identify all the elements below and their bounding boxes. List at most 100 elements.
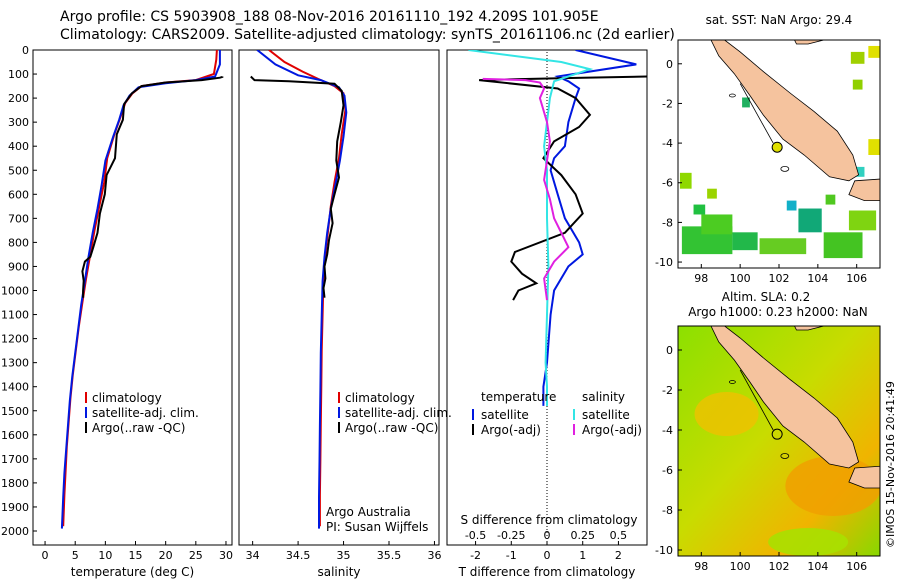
sst-cell	[852, 79, 863, 90]
map-lon-label: 100	[730, 560, 751, 573]
difference-legend-label: satellite	[481, 408, 529, 422]
island-enggano	[780, 165, 790, 172]
map-lat-label: 0	[666, 344, 673, 357]
salinity-plot-frame	[238, 49, 440, 546]
argo-salinity-line	[250, 75, 345, 298]
map-lon-label: 106	[846, 560, 867, 573]
land-sumatra	[710, 326, 860, 469]
sst-cell	[798, 208, 822, 233]
map-lat-label: -10	[655, 256, 673, 269]
salinity-x-tick-label: 36	[427, 549, 441, 562]
island-siberut	[728, 93, 736, 98]
sst-cell	[868, 139, 880, 155]
salinity-legend-label: satellite-adj. clim.	[345, 406, 452, 420]
sst-cell	[742, 97, 750, 108]
satellite-salinity-line	[256, 50, 348, 529]
T-diff-x-tick-label: 0	[544, 549, 551, 562]
temperature-plot-frame	[32, 49, 233, 546]
sla-anomaly	[694, 392, 759, 436]
sst-cell	[868, 45, 880, 58]
map-lon-label: 98	[694, 272, 708, 285]
map-lat-label: -4	[662, 137, 673, 150]
map-lat-label: -6	[662, 177, 673, 190]
temperature-legend-label: climatology	[92, 391, 162, 405]
map-lon-label: 102	[769, 560, 790, 573]
map-lat-label: -4	[662, 424, 673, 437]
depth-tick-label: 700	[8, 212, 29, 225]
map-lat-label: -2	[662, 384, 673, 397]
sst-cell	[732, 232, 758, 251]
sst-cell	[850, 51, 865, 64]
island-chain	[739, 369, 774, 431]
T-diff-x-tick-label: -2	[470, 549, 481, 562]
credit-line-1: Argo Australia	[326, 505, 411, 519]
depth-tick-label: 100	[8, 68, 29, 81]
depth-tick-label: 500	[8, 164, 29, 177]
map-lat-label: 0	[666, 58, 673, 71]
temperature-satellite-diff-line	[542, 50, 637, 406]
map-lon-label: 102	[769, 272, 790, 285]
S-diff-axis-label: S difference from climatology	[461, 513, 638, 527]
temperature-legend-label: Argo(..raw -QC)	[92, 421, 185, 435]
sst-cell	[825, 194, 836, 205]
salinity-x-tick-label: 34.5	[286, 549, 311, 562]
temperature-x-tick-label: 30	[219, 549, 233, 562]
difference-legend-label: Argo(-adj)	[481, 423, 541, 437]
sst_map-content	[678, 40, 880, 268]
depth-tick-label: 900	[8, 260, 29, 273]
argo-temperature-line	[81, 75, 224, 298]
salinity-x-tick-label: 35.5	[377, 549, 402, 562]
island-enggano	[780, 453, 790, 459]
sla_map-content	[678, 326, 880, 556]
S-diff-x-tick-label: 0.25	[570, 529, 595, 542]
S-diff-x-tick-label: 0	[544, 529, 551, 542]
sla-map-subtitle: Argo h1000: 0.23 h2000: NaN	[688, 305, 868, 319]
difference-legend-label: Argo(-adj)	[582, 423, 642, 437]
depth-tick-label: 1600	[1, 429, 29, 442]
difference-legend-label: satellite	[582, 408, 630, 422]
temperature-argo-diff-line	[478, 75, 647, 301]
T-diff-axis-label: T difference from climatology	[458, 565, 636, 579]
temperature-x-tick-label: 20	[159, 549, 173, 562]
map-lon-label: 104	[807, 560, 828, 573]
S-diff-x-tick-label: -0.5	[465, 529, 486, 542]
island-chain	[739, 83, 774, 144]
temperature-x-tick-label: 10	[98, 549, 112, 562]
land-malaya	[794, 326, 825, 331]
temperature-x-tick-label: 15	[129, 549, 143, 562]
land-malaya	[794, 40, 825, 45]
depth-tick-label: 0	[22, 44, 29, 57]
sst-map-title: sat. SST: NaN Argo: 29.4	[706, 13, 853, 27]
depth-tick-label: 1000	[1, 285, 29, 298]
sst-cell	[786, 200, 797, 211]
temperature-x-tick-label: 0	[42, 549, 49, 562]
depth-tick-label: 1300	[1, 357, 29, 370]
legend-salinity-title: salinity	[582, 390, 625, 404]
salinity-legend-label: climatology	[345, 391, 415, 405]
credit-line-2: PI: Susan Wijffels	[326, 520, 428, 534]
copyright-stamp: ©IMOS 15-Nov-2016 20:41:49	[884, 381, 897, 548]
land-java	[848, 465, 880, 489]
sst-cell	[693, 204, 706, 215]
map-lat-label: -6	[662, 464, 673, 477]
depth-tick-label: 600	[8, 188, 29, 201]
legend-temperature-title: temperature	[481, 390, 556, 404]
depth-tick-label: 1200	[1, 333, 29, 346]
depth-tick-label: 1700	[1, 453, 29, 466]
salinity-x-tick-label: 34	[246, 549, 260, 562]
temperature-x-tick-label: 5	[72, 549, 79, 562]
climatology-salinity-line	[268, 50, 347, 527]
sla-map-title: Altim. SLA: 0.2	[722, 290, 810, 304]
map-lon-label: 104	[807, 272, 828, 285]
temperature-x-tick-label: 25	[189, 549, 203, 562]
sst-cell	[701, 214, 733, 235]
argo-float-marker	[771, 428, 783, 440]
salinity-argo-diff-line	[482, 77, 570, 301]
land-sumatra	[710, 40, 860, 182]
salinity-satellite-diff-line	[468, 50, 594, 406]
T-diff-x-tick-label: 2	[615, 549, 622, 562]
depth-tick-label: 400	[8, 140, 29, 153]
sst-cell	[848, 210, 877, 231]
map-lat-label: -2	[662, 97, 673, 110]
depth-tick-label: 1900	[1, 501, 29, 514]
